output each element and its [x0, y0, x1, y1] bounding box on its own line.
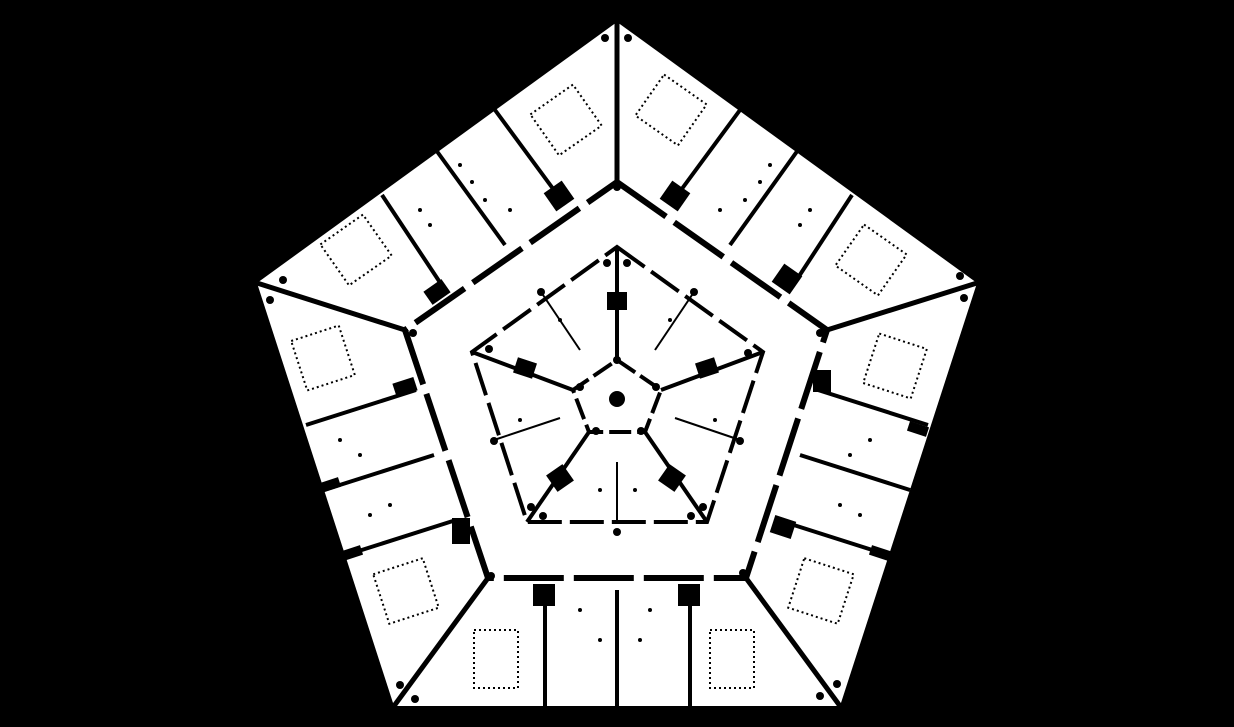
inner-columns [485, 259, 752, 536]
outer-shafts [318, 180, 930, 606]
office-furniture [338, 163, 872, 642]
inner-shafts [513, 292, 719, 492]
outer-columns [266, 34, 968, 703]
outer-spokes [256, 22, 978, 708]
core-column [609, 391, 625, 407]
corridor-outer-edge [401, 178, 831, 581]
